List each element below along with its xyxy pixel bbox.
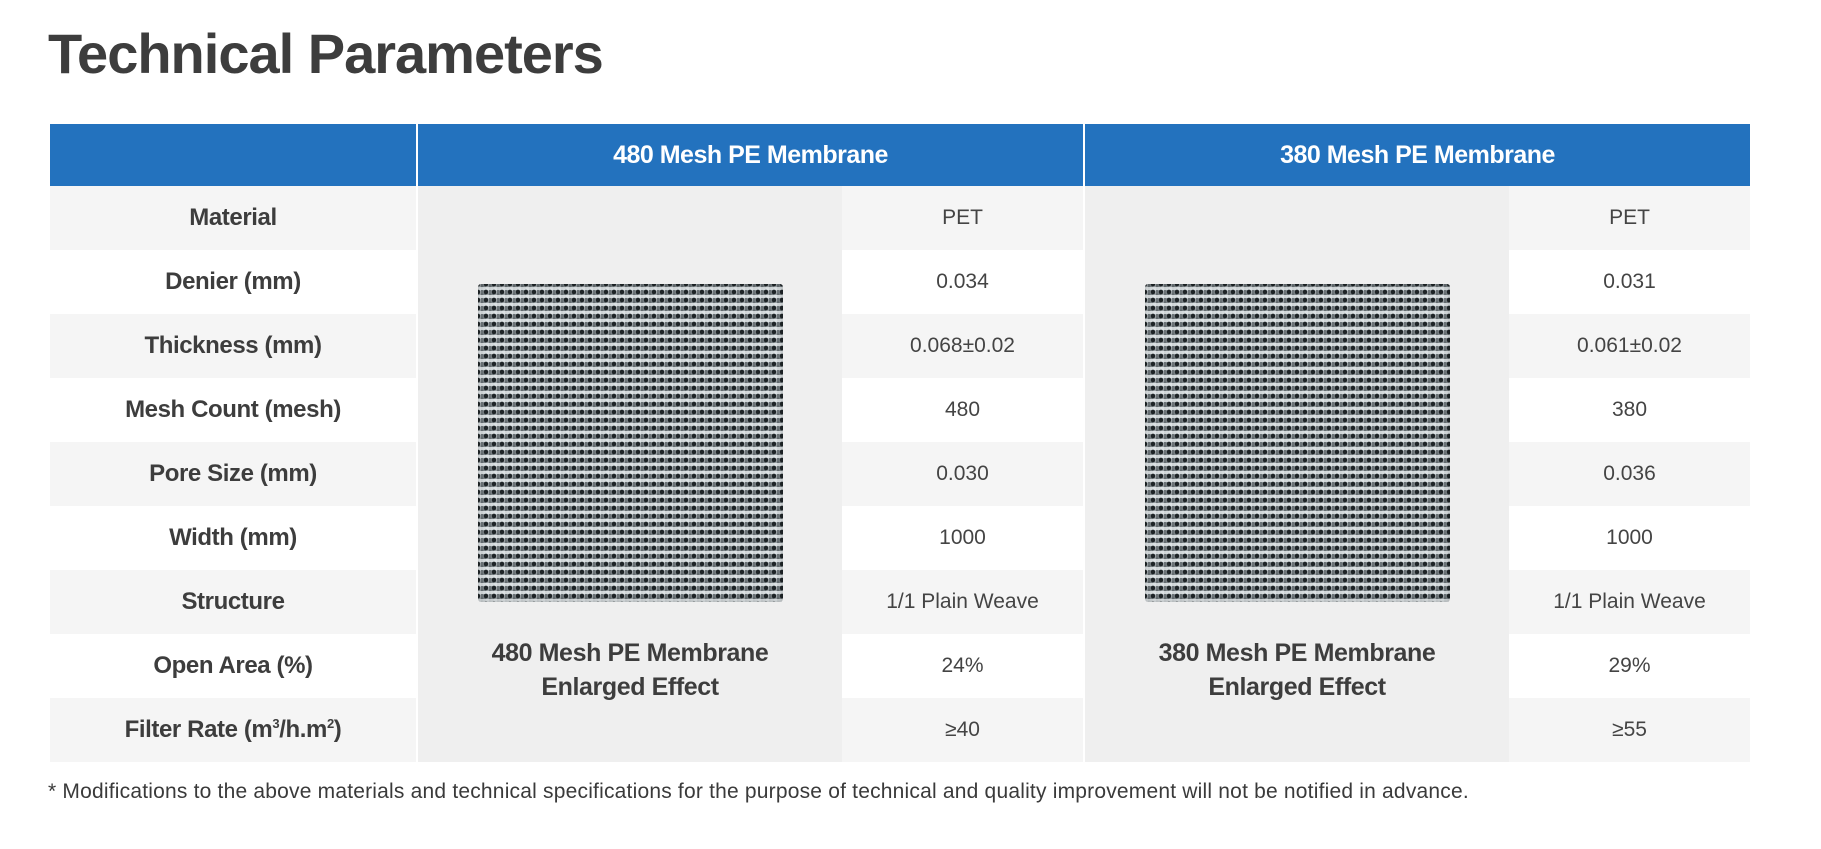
value-480: 1000 <box>842 506 1084 570</box>
value-380: 0.031 <box>1509 250 1750 314</box>
value-380: PET <box>1509 186 1750 250</box>
header-blank-cell <box>50 124 417 186</box>
mesh-380-image <box>1144 284 1450 602</box>
label-superscript: 3 <box>272 716 280 731</box>
spec-table: 480 Mesh PE Membrane 380 Mesh PE Membran… <box>50 124 1750 762</box>
image-cell-480: 480 Mesh PE Membrane Enlarged Effect <box>416 186 842 762</box>
value-380: 1/1 Plain Weave <box>1509 570 1750 634</box>
table-row: Denier (mm) 0.034 0.031 <box>50 250 1750 314</box>
table-row: Structure 1/1 Plain Weave 1/1 Plain Weav… <box>50 570 1750 634</box>
value-380: 380 <box>1509 378 1750 442</box>
image-cell-380: 380 Mesh PE Membrane Enlarged Effect <box>1083 186 1509 762</box>
value-480: 0.030 <box>842 442 1084 506</box>
caption-380-line2: Enlarged Effect <box>1208 673 1386 701</box>
label-part: ) <box>333 716 342 743</box>
row-label: Width (mm) <box>50 506 417 570</box>
label-superscript: 2 <box>326 716 334 731</box>
page-title: Technical Parameters <box>48 22 604 85</box>
caption-480: 480 Mesh PE Membrane Enlarged Effect <box>492 636 769 704</box>
row-label-filter-rate: Filter Rate (m3/h.m2) <box>50 698 417 762</box>
value-380: 1000 <box>1509 506 1750 570</box>
caption-480-line1: 480 Mesh PE Membrane <box>491 639 769 667</box>
value-480: PET <box>842 186 1084 250</box>
row-label: Open Area (%) <box>50 634 417 698</box>
label-part: /h.m <box>279 716 327 743</box>
header-480-mesh: 480 Mesh PE Membrane <box>416 124 1084 186</box>
value-380: ≥55 <box>1509 698 1750 762</box>
row-label: Denier (mm) <box>50 250 417 314</box>
row-label: Material <box>50 186 417 250</box>
value-380: 0.036 <box>1509 442 1750 506</box>
table-row: Open Area (%) 24% 29% <box>50 634 1750 698</box>
value-480: 480 <box>842 378 1084 442</box>
value-480: ≥40 <box>842 698 1084 762</box>
row-label: Structure <box>50 570 417 634</box>
value-480: 0.068±0.02 <box>842 314 1084 378</box>
header-380-mesh: 380 Mesh PE Membrane <box>1083 124 1750 186</box>
table-header-row: 480 Mesh PE Membrane 380 Mesh PE Membran… <box>50 124 1750 186</box>
mesh-480-image <box>477 284 783 602</box>
row-label: Pore Size (mm) <box>50 442 417 506</box>
caption-380-line1: 380 Mesh PE Membrane <box>1158 639 1436 667</box>
caption-380: 380 Mesh PE Membrane Enlarged Effect <box>1159 636 1436 704</box>
footnote: * Modifications to the above materials a… <box>48 780 1469 803</box>
row-label: Thickness (mm) <box>50 314 417 378</box>
table-row: Thickness (mm) 0.068±0.02 0.061±0.02 <box>50 314 1750 378</box>
value-480: 0.034 <box>842 250 1084 314</box>
value-380: 0.061±0.02 <box>1509 314 1750 378</box>
value-480: 24% <box>842 634 1084 698</box>
caption-480-line2: Enlarged Effect <box>541 673 719 701</box>
table-row: Filter Rate (m3/h.m2) ≥40 ≥55 <box>50 698 1750 762</box>
value-480: 1/1 Plain Weave <box>842 570 1084 634</box>
table-row: Material 480 Mesh PE Membrane Enlarged E… <box>50 186 1750 762</box>
table-row: Width (mm) 1000 1000 <box>50 506 1750 570</box>
label-part: Filter Rate (m <box>124 716 273 743</box>
table-row: Pore Size (mm) 0.030 0.036 <box>50 442 1750 506</box>
table-row: Mesh Count (mesh) 480 380 <box>50 378 1750 442</box>
row-label: Mesh Count (mesh) <box>50 378 417 442</box>
value-380: 29% <box>1509 634 1750 698</box>
